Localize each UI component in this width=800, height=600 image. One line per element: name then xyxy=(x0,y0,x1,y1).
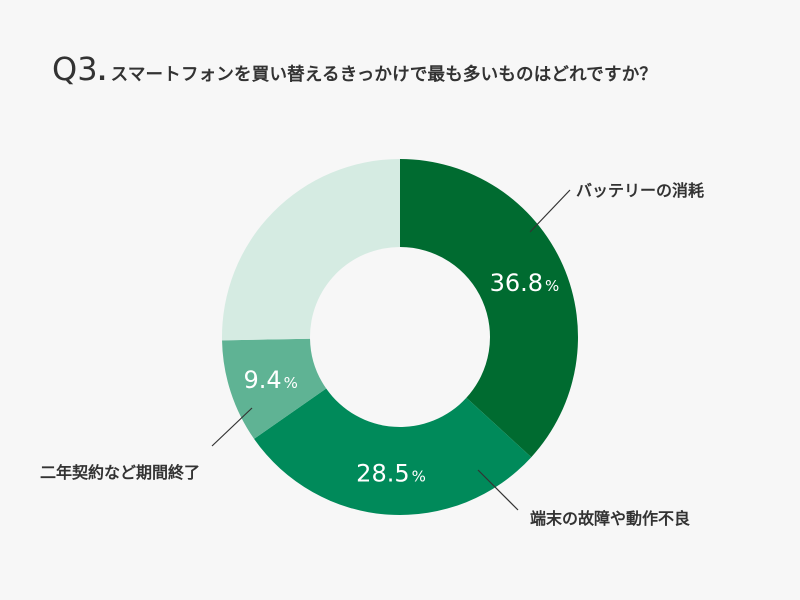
slice-value-label-3: 9.4% xyxy=(243,366,297,394)
slice-labels: 36.8 % 28.5 % 9.4% xyxy=(243,269,559,487)
category-label-2: 端末の故障や動作不良 xyxy=(530,509,690,528)
leader-line-1 xyxy=(529,189,571,233)
question-text: スマートフォンを買い替えるきっかけで最も多いものはどれですか？ xyxy=(110,65,658,85)
leader-line-2 xyxy=(477,469,519,511)
leader-lines xyxy=(211,189,571,511)
question-title: Q3 . スマートフォンを買い替えるきっかけで最も多いものはどれですか？ xyxy=(52,50,657,90)
question-dot: . xyxy=(97,58,107,86)
question-number: Q3 xyxy=(52,50,98,88)
donut-slice-2 xyxy=(254,388,532,515)
donut-slices xyxy=(221,159,579,515)
donut-slice-1 xyxy=(400,159,579,458)
donut-slice-3 xyxy=(222,338,327,439)
category-label-1: バッテリーの消耗 xyxy=(576,181,704,200)
leader-line-3 xyxy=(211,407,253,447)
category-label-3: 二年契約など期間終了 xyxy=(40,463,200,482)
slice-value-label-2: 28.5% xyxy=(356,460,426,488)
donut-slice-4 xyxy=(221,159,400,341)
slice-value-label-1: 36.8% xyxy=(490,269,560,297)
